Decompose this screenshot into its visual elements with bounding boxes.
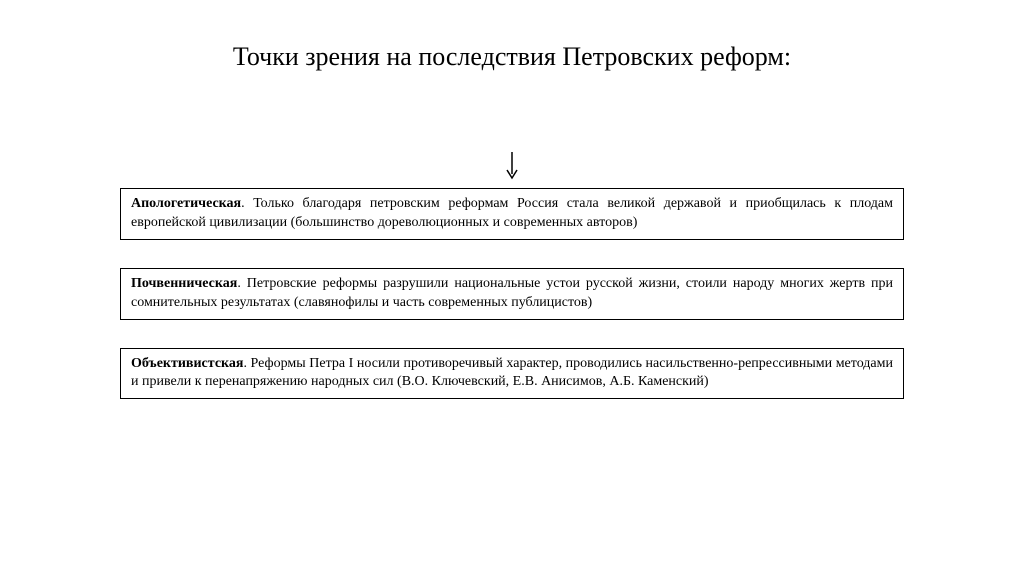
box-label: Почвенническая <box>131 276 237 291</box>
box-label: Объективистская <box>131 356 243 371</box>
arrow-container <box>0 152 1024 180</box>
box-text: . Реформы Петра I носили противоречивый … <box>131 356 893 390</box>
arrow-down-icon <box>505 152 519 180</box>
diagram-title: Точки зрения на последствия Петровских р… <box>0 0 1024 82</box>
viewpoint-box-pochvennicheskaya: Почвенническая. Петровские реформы разру… <box>120 268 904 320</box>
viewpoint-box-apologetic: Апологетическая. Только благодаря петров… <box>120 188 904 240</box>
box-text: . Петровские реформы разрушили националь… <box>131 276 893 310</box>
viewpoint-box-objectivist: Объективистская. Реформы Петра I носили … <box>120 348 904 400</box>
box-label: Апологетическая <box>131 196 241 211</box>
box-text: . Только благодаря петровским реформам Р… <box>131 196 893 230</box>
boxes-container: Апологетическая. Только благодаря петров… <box>0 188 1024 399</box>
